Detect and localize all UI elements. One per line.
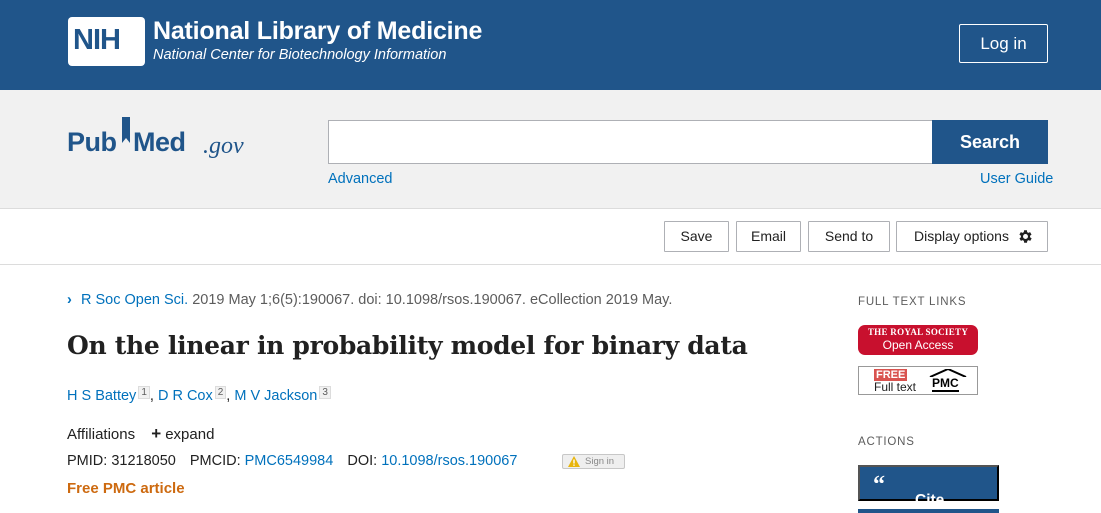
nih-header: NIH National Library of Medicine Nationa… [0, 0, 1101, 90]
toolbar-divider [0, 264, 1101, 265]
pmc-roof-icon [929, 369, 967, 377]
open-access-label: Open Access [882, 338, 954, 352]
sign-in-badge[interactable]: Sign in [562, 454, 625, 469]
royal-society-open-access-link[interactable]: THE ROYAL SOCIETY Open Access [858, 325, 978, 355]
display-options-label: Display options [914, 228, 1009, 244]
chevron-right-icon[interactable]: › [67, 292, 72, 308]
nih-logo-text: NIH [73, 24, 121, 56]
actions-heading: ACTIONS [858, 436, 915, 448]
nih-subtitle: National Center for Biotechnology Inform… [153, 47, 447, 63]
nih-logo[interactable]: NIH [68, 17, 145, 66]
login-button[interactable]: Log in [959, 24, 1048, 63]
pmc-free-tag: FREE [874, 369, 908, 381]
search-input[interactable] [328, 120, 933, 164]
article-identifiers: PMID: 31218050 PMCID: PMC6549984 DOI: 10… [67, 453, 517, 469]
citation-text: 2019 May 1;6(5):190067. doi: 10.1098/rso… [188, 292, 673, 308]
full-text-links-heading: FULL TEXT LINKS [858, 296, 967, 308]
author-link[interactable]: H S Battey [67, 388, 137, 404]
pmc-free-full-text-link[interactable]: FREE Full text PMC [858, 366, 978, 395]
bookmark-icon [122, 117, 130, 143]
affiliations-row: Affiliations + expand [67, 424, 214, 444]
pmc-logo-label: PMC [932, 376, 959, 392]
pubmed-logo[interactable]: Pub Med .gov [67, 117, 257, 167]
pubmed-logo-gov: .gov [203, 133, 244, 159]
pmid-label: PMID: [67, 453, 108, 469]
save-button[interactable]: Save [664, 221, 729, 252]
sign-in-label: Sign in [585, 456, 615, 467]
expand-affiliations-button[interactable]: + expand [151, 424, 215, 443]
cite-label: Cite [915, 492, 945, 509]
pmcid-link[interactable]: PMC6549984 [244, 453, 334, 469]
nih-title[interactable]: National Library of Medicine [153, 17, 483, 45]
advanced-search-link[interactable]: Advanced [328, 171, 393, 187]
free-pmc-article-label: Free PMC article [67, 480, 185, 497]
send-to-button[interactable]: Send to [808, 221, 890, 252]
affiliations-label: Affiliations [67, 426, 136, 443]
quote-icon: “ [873, 472, 885, 498]
doi-link[interactable]: 10.1098/rsos.190067 [381, 453, 518, 469]
affiliation-number[interactable]: 3 [319, 386, 331, 399]
author-link[interactable]: M V Jackson [234, 388, 318, 404]
cite-button[interactable]: “ Cite [858, 465, 999, 509]
plus-icon: + [151, 424, 162, 443]
pmc-full-text-label: Full text [874, 380, 917, 394]
article-title: On the linear in probability model for b… [67, 331, 748, 360]
doi-label: DOI: [347, 453, 378, 469]
pubmed-logo-pub: Pub [67, 127, 117, 157]
expand-label: expand [165, 426, 215, 443]
email-button[interactable]: Email [736, 221, 801, 252]
affiliation-number[interactable]: 1 [138, 386, 150, 399]
author-link[interactable]: D R Cox [157, 388, 213, 404]
user-guide-link[interactable]: User Guide [980, 171, 1054, 187]
author-list: H S Battey 1, D R Cox 2, M V Jackson 3 [67, 386, 331, 404]
gear-icon [1019, 230, 1032, 243]
affiliation-number[interactable]: 2 [214, 386, 227, 399]
warning-icon [568, 456, 580, 467]
pmcid-label: PMCID: [189, 453, 241, 469]
royal-society-name: THE ROYAL SOCIETY [867, 327, 969, 337]
pmid-value: 31218050 [111, 453, 176, 469]
pubmed-logo-med: Med [133, 127, 186, 157]
journal-link[interactable]: R Soc Open Sci. [81, 292, 189, 308]
search-button[interactable]: Search [932, 120, 1048, 164]
next-action-button[interactable] [858, 509, 999, 513]
journal-citation: › R Soc Open Sci. 2019 May 1;6(5):190067.… [67, 292, 672, 308]
display-options-button[interactable]: Display options [896, 221, 1048, 252]
